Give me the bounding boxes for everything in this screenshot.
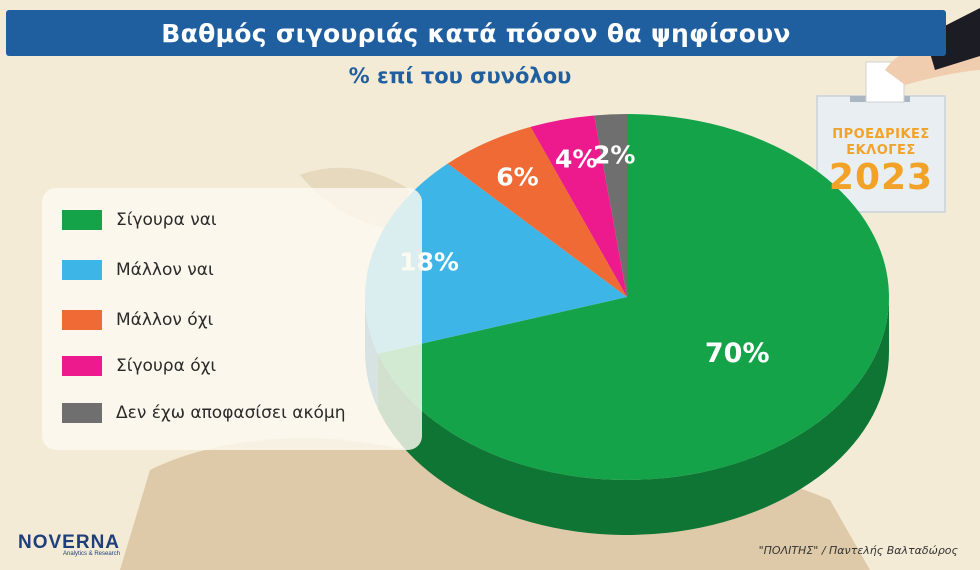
- legend-item: Σίγουρα όχι: [62, 354, 216, 378]
- logo-tagline: Analytics & Research: [62, 551, 121, 557]
- legend-item: Σίγουρα ναι: [62, 208, 217, 232]
- legend-swatch: [62, 356, 102, 376]
- pie-value-label: 4%: [555, 145, 597, 174]
- legend-label: Σίγουρα ναι: [116, 210, 217, 230]
- pie-chart-slices: [365, 114, 890, 536]
- election-badge-line1: ΠΡΟΕΔΡΙΚΕΣ: [832, 127, 930, 142]
- chart-title-bar: Βαθμός σιγουριάς κατά πόσον θα ψηφίσουν: [6, 10, 946, 56]
- legend: Σίγουρα ναι Μάλλον ναι Μάλλον όχι Σίγουρ…: [42, 188, 422, 450]
- pie-slice: [365, 163, 627, 354]
- chart-subtitle: % επί του συνόλου: [348, 64, 572, 88]
- legend-item: Μάλλον όχι: [62, 308, 213, 332]
- noverna-logo: NOVERNA Analytics & Research: [18, 532, 120, 557]
- ballot-box-illustration: [816, 8, 980, 213]
- legend-swatch: [62, 260, 102, 280]
- election-badge-line2: ΕΚΛΟΓΕΣ: [846, 143, 916, 158]
- pie-chart-value-labels: 70%18%6%4%2%: [399, 141, 769, 369]
- pie-value-label: 2%: [593, 141, 635, 170]
- pie-value-label: 70%: [705, 338, 770, 369]
- legend-item: Δεν έχω αποφασίσει ακόμη: [62, 401, 346, 425]
- legend-label: Μάλλον όχι: [116, 310, 214, 330]
- chart-title: Βαθμός σιγουριάς κατά πόσον θα ψηφίσουν: [161, 18, 791, 48]
- pie-slice: [447, 126, 627, 297]
- legend-swatch: [62, 403, 102, 423]
- pie-slice: [594, 114, 627, 297]
- pie-slice: [377, 114, 890, 481]
- election-badge-year: 2023: [828, 157, 934, 198]
- pie-slice: [530, 115, 627, 297]
- source-credit: "ΠΟΛΙΤΗΣ" / Παντελής Βαλταδώρος: [758, 544, 958, 557]
- legend-swatch: [62, 210, 102, 230]
- pie-value-label: 6%: [496, 162, 538, 191]
- legend-label: Μάλλον ναι: [116, 260, 214, 280]
- legend-swatch: [62, 310, 102, 330]
- legend-label: Σίγουρα όχι: [116, 356, 217, 376]
- pie-slice-side: [377, 297, 890, 536]
- legend-item: Μάλλον ναι: [62, 258, 214, 282]
- logo-wordmark: NOVERNA: [18, 532, 121, 553]
- legend-label: Δεν έχω αποφασίσει ακόμη: [116, 403, 346, 423]
